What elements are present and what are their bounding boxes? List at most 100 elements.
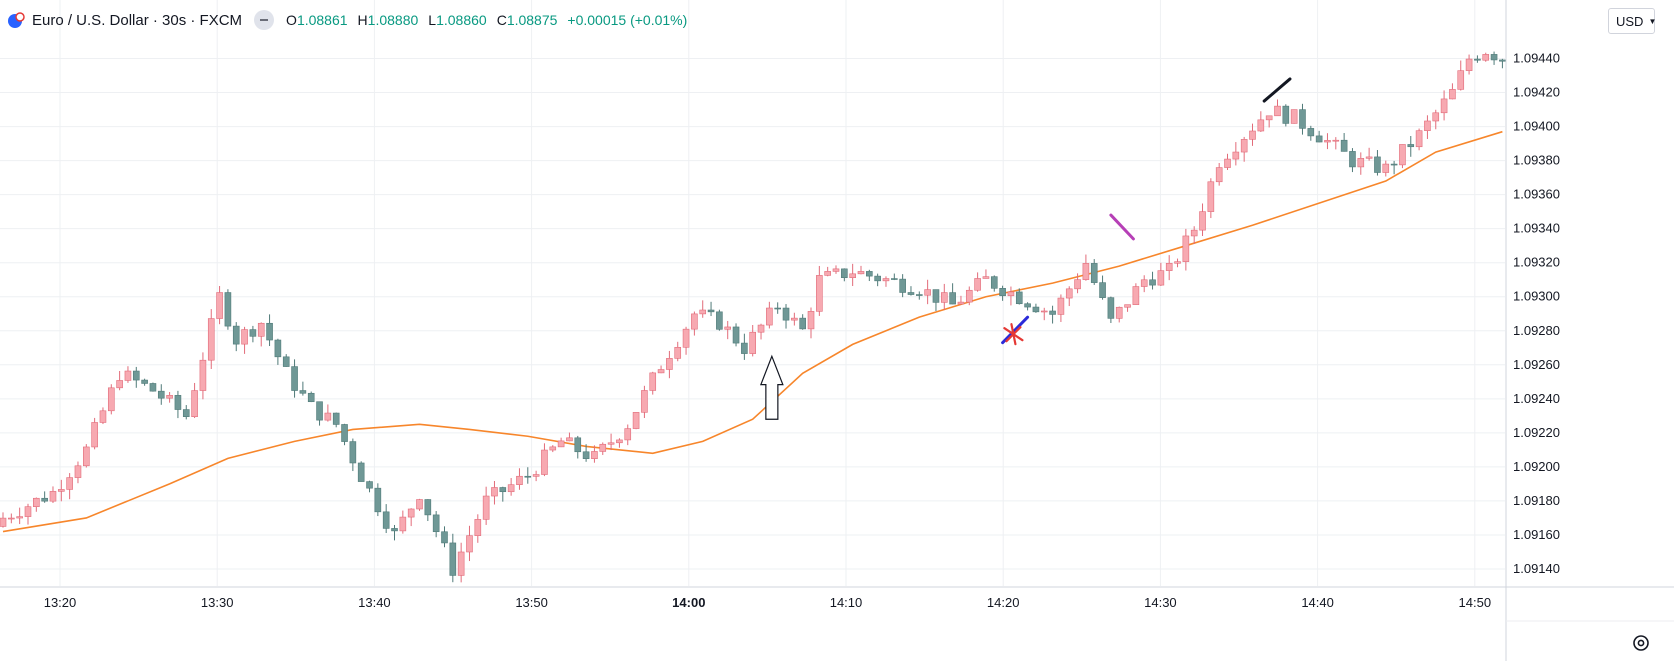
candle [949, 283, 956, 305]
candle [1190, 226, 1198, 245]
candle [199, 352, 207, 400]
candle [915, 291, 923, 300]
candle [1182, 228, 1190, 271]
candle [291, 359, 298, 398]
candle [932, 289, 940, 311]
candle [1082, 254, 1090, 281]
x-tick-label: 13:40 [358, 595, 391, 610]
x-tick-label: 14:30 [1144, 595, 1177, 610]
cross-mark-annotation[interactable] [1003, 323, 1024, 346]
candle [357, 461, 365, 482]
candle [1024, 302, 1031, 311]
chevron-down-icon: ▼ [1648, 16, 1657, 26]
close-label: C [496, 12, 507, 28]
candle [107, 384, 115, 415]
candle [574, 435, 582, 459]
candle [432, 511, 440, 538]
candle [691, 311, 698, 336]
candle [1215, 162, 1223, 186]
candle [899, 274, 906, 298]
blue-line-annotation[interactable] [1001, 315, 1030, 345]
candle [232, 322, 240, 352]
candle [1290, 109, 1298, 124]
candle [1474, 55, 1481, 63]
candle [399, 510, 407, 534]
candle [457, 542, 465, 583]
y-tick-label: 1.09160 [1513, 527, 1560, 542]
candle [791, 312, 798, 326]
magenta-line-annotation[interactable] [1109, 213, 1135, 241]
high-value: 1.08880 [367, 12, 419, 28]
candle [1315, 130, 1323, 143]
candle [507, 478, 515, 496]
candle [607, 433, 615, 451]
candle [741, 333, 748, 360]
candle [957, 295, 965, 305]
y-tick-label: 1.09200 [1513, 459, 1560, 474]
moving-average-line [2, 130, 1503, 533]
candle [990, 275, 998, 292]
candle [141, 378, 148, 386]
candle [441, 526, 448, 548]
candle [849, 263, 856, 287]
candle [882, 276, 890, 287]
candle [149, 382, 157, 392]
candle [965, 286, 973, 306]
collapse-legend-button[interactable] [254, 10, 275, 30]
candle [866, 269, 873, 282]
open-value: 1.08861 [296, 12, 348, 28]
candle [49, 486, 57, 503]
candle [58, 479, 65, 502]
candle [1407, 135, 1415, 157]
candle [74, 461, 82, 484]
up-arrow-annotation[interactable] [759, 354, 784, 420]
x-tick-label: 13:30 [201, 595, 234, 610]
candle [707, 301, 715, 317]
candle [549, 445, 557, 453]
candle [774, 302, 781, 314]
candle [1274, 99, 1281, 117]
candle [624, 424, 632, 446]
candle [324, 404, 332, 422]
y-tick-label: 1.09340 [1513, 221, 1560, 236]
moving-average-layer [2, 130, 1503, 533]
candle [374, 483, 382, 517]
candle [466, 525, 473, 562]
candle [1357, 152, 1365, 175]
candle [1007, 286, 1015, 306]
candle [1382, 160, 1390, 177]
candle [1149, 271, 1156, 290]
candle [391, 524, 398, 541]
y-tick-label: 1.09300 [1513, 289, 1560, 304]
candle [1374, 150, 1381, 176]
currency-button[interactable]: USD ▼ [1608, 8, 1657, 34]
candle [66, 473, 73, 500]
candle [1124, 304, 1131, 312]
x-tick-label: 14:20 [987, 595, 1020, 610]
candle [157, 384, 165, 405]
x-tick-label: 14:00 [672, 595, 705, 610]
gear-icon[interactable] [1630, 632, 1652, 654]
candle [674, 341, 682, 362]
candle [166, 392, 173, 403]
y-tick-label: 1.09240 [1513, 391, 1560, 406]
candle [516, 468, 523, 490]
symbol-title[interactable]: Euro / U.S. Dollar · 30s · FXCM [32, 11, 243, 29]
black-line-annotation[interactable] [1262, 77, 1292, 103]
candle [657, 365, 665, 374]
open-label: O [286, 12, 297, 28]
candle [332, 412, 340, 428]
y-tick-label: 1.09280 [1513, 323, 1560, 338]
candle [1324, 133, 1331, 150]
candle [1332, 137, 1340, 150]
candle [1282, 104, 1290, 127]
candle [891, 273, 898, 281]
x-tick-label: 14:50 [1459, 595, 1492, 610]
candle [841, 268, 848, 282]
candle [907, 286, 915, 296]
candle [182, 405, 190, 420]
candle [174, 390, 182, 419]
candle [641, 385, 648, 418]
